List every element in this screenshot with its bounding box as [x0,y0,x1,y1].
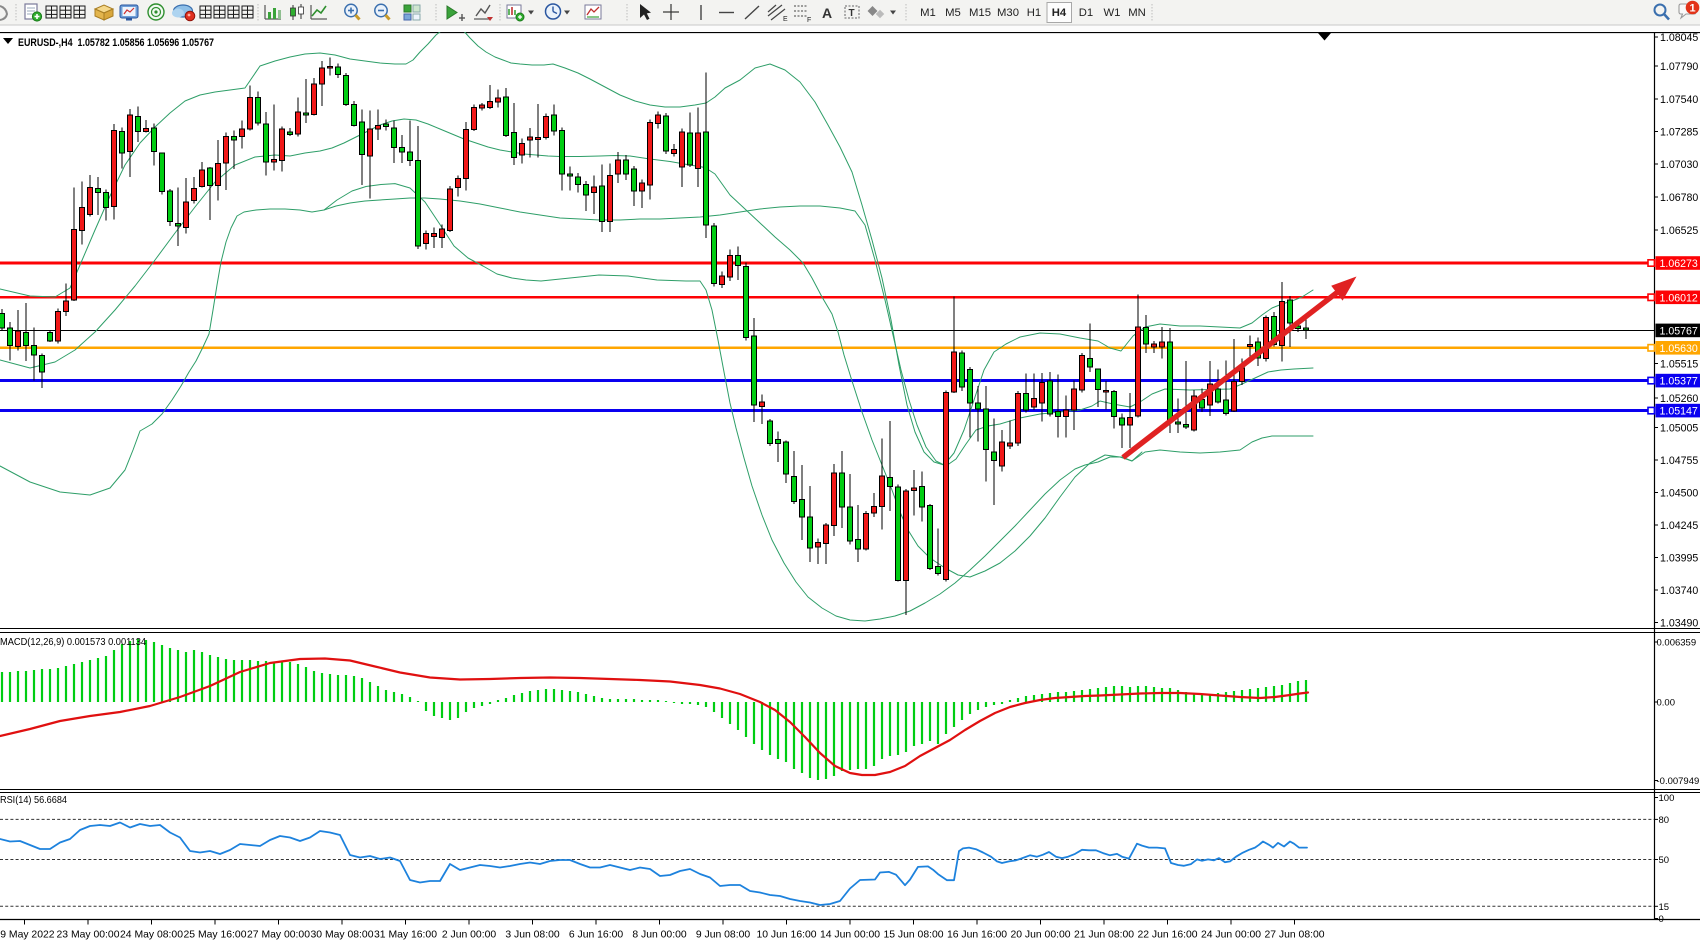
svg-text:MACD(12,26,9) 0.001573 0.00113: MACD(12,26,9) 0.001573 0.001134 [0,637,146,648]
svg-text:1.07285: 1.07285 [1660,127,1698,139]
svg-text:3 Jun 08:00: 3 Jun 08:00 [505,930,560,941]
svg-text:MN: MN [1128,7,1146,19]
svg-text:24 Jun 00:00: 24 Jun 00:00 [1201,930,1261,941]
svg-text:27 Jun 08:00: 27 Jun 08:00 [1264,930,1324,941]
svg-text:21 Jun 08:00: 21 Jun 08:00 [1074,930,1134,941]
svg-text:1.05767: 1.05767 [1660,325,1698,337]
svg-text:25 May 16:00: 25 May 16:00 [184,930,247,941]
svg-text:6 Jun 16:00: 6 Jun 16:00 [569,930,624,941]
svg-text:24 May 08:00: 24 May 08:00 [120,930,183,941]
svg-text:1.06012: 1.06012 [1660,292,1698,304]
svg-text:23 May 00:00: 23 May 00:00 [57,930,120,941]
svg-text:1.06525: 1.06525 [1660,225,1698,237]
svg-text:15 Jun 08:00: 15 Jun 08:00 [883,930,943,941]
svg-text:0: 0 [1659,914,1664,925]
svg-text:16 Jun 16:00: 16 Jun 16:00 [947,930,1007,941]
svg-text:1.05147: 1.05147 [1660,406,1698,418]
svg-text:19 May 2022: 19 May 2022 [0,930,55,941]
svg-text:80: 80 [1659,815,1670,826]
svg-text:2 Jun 00:00: 2 Jun 00:00 [442,930,497,941]
svg-text:1.05005: 1.05005 [1660,423,1698,435]
svg-text:M30: M30 [997,7,1019,19]
svg-text:1: 1 [1689,3,1695,15]
svg-text:1.08045: 1.08045 [1660,32,1698,44]
svg-text:1.04755: 1.04755 [1660,455,1698,467]
svg-text:M1: M1 [920,7,936,19]
svg-text:100: 100 [1659,793,1675,804]
svg-text:10 Jun 16:00: 10 Jun 16:00 [756,930,816,941]
svg-text:1.05260: 1.05260 [1660,393,1698,405]
svg-text:1.05377: 1.05377 [1660,376,1698,388]
svg-text:1.06780: 1.06780 [1660,192,1698,204]
svg-text:1.05630: 1.05630 [1660,343,1698,355]
svg-text:EURUSD-,H4 1.05782 1.05856 1.: EURUSD-,H4 1.05782 1.05856 1.05696 1.057… [18,37,214,49]
svg-text:20 Jun 00:00: 20 Jun 00:00 [1010,930,1070,941]
svg-text:1.07540: 1.07540 [1660,94,1698,106]
svg-text:1.04500: 1.04500 [1660,488,1698,500]
svg-text:E: E [783,16,788,23]
svg-text:1.07790: 1.07790 [1660,61,1698,73]
svg-text:0.006359: 0.006359 [1657,638,1697,649]
svg-text:30 May 08:00: 30 May 08:00 [311,930,374,941]
svg-text:A: A [822,5,832,21]
svg-text:1.04245: 1.04245 [1660,520,1698,532]
svg-text:1.05515: 1.05515 [1660,359,1698,371]
svg-text:14 Jun 00:00: 14 Jun 00:00 [820,930,880,941]
svg-text:M15: M15 [969,7,991,19]
svg-text:22 Jun 16:00: 22 Jun 16:00 [1137,930,1197,941]
svg-text:8 Jun 00:00: 8 Jun 00:00 [632,930,687,941]
svg-text:H1: H1 [1027,7,1041,19]
svg-text:T: T [849,8,855,19]
svg-text:0.00: 0.00 [1657,698,1676,709]
svg-text:31 May 16:00: 31 May 16:00 [374,930,437,941]
svg-text:1.03995: 1.03995 [1660,553,1698,565]
svg-text:1.06273: 1.06273 [1660,258,1698,270]
svg-text:15: 15 [1659,902,1670,913]
svg-text:RSI(14) 56.6684: RSI(14) 56.6684 [0,795,67,806]
svg-text:9 Jun 08:00: 9 Jun 08:00 [696,930,751,941]
svg-text:1.07030: 1.07030 [1660,159,1698,171]
svg-text:1.03740: 1.03740 [1660,585,1698,597]
svg-text:50: 50 [1659,855,1670,866]
svg-text:F: F [807,17,811,24]
svg-text:1.03490: 1.03490 [1660,618,1698,630]
svg-text:-0.007949: -0.007949 [1657,776,1700,787]
svg-text:M5: M5 [945,7,961,19]
svg-text:W1: W1 [1104,7,1121,19]
svg-text:H4: H4 [1052,7,1067,19]
svg-text:D1: D1 [1079,7,1093,19]
svg-text:27 May 00:00: 27 May 00:00 [247,930,310,941]
